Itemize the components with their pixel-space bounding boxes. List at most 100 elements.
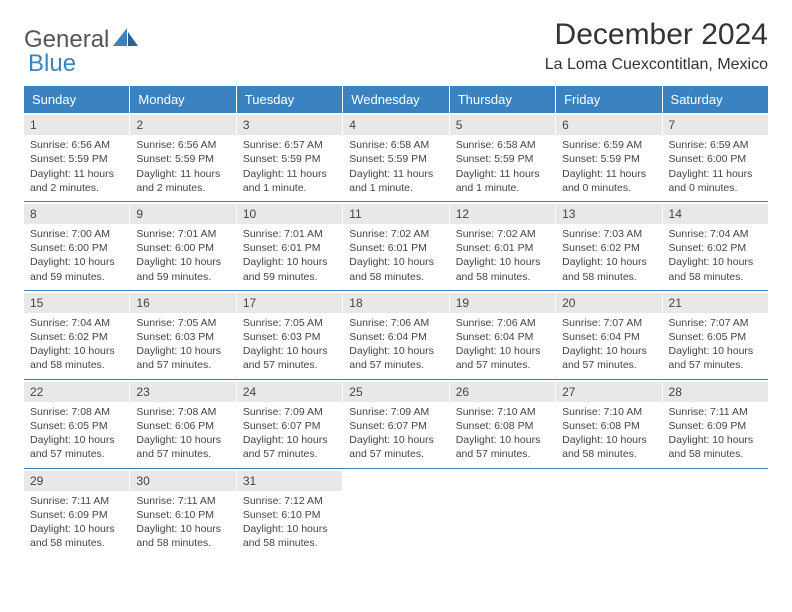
- daylight-text: Daylight: 11 hours: [349, 167, 442, 181]
- sunset-text: Sunset: 6:00 PM: [669, 152, 762, 166]
- daylight-text: Daylight: 10 hours: [243, 433, 336, 447]
- sunrise-text: Sunrise: 7:00 AM: [30, 227, 123, 241]
- day-number: 26: [456, 385, 469, 399]
- calendar-day-cell: 16Sunrise: 7:05 AMSunset: 6:03 PMDayligh…: [130, 291, 236, 379]
- day-number: 7: [669, 118, 676, 132]
- day-number-bar: 13: [556, 204, 661, 224]
- calendar-empty-cell: [663, 469, 768, 557]
- daylight-text: and 57 minutes.: [562, 358, 655, 372]
- daylight-text: and 59 minutes.: [30, 270, 123, 284]
- sunset-text: Sunset: 5:59 PM: [30, 152, 123, 166]
- sunrise-text: Sunrise: 7:03 AM: [562, 227, 655, 241]
- sunset-text: Sunset: 6:00 PM: [136, 241, 229, 255]
- weekday-header: Saturday: [663, 86, 768, 113]
- daylight-text: Daylight: 11 hours: [562, 167, 655, 181]
- day-number-bar: 17: [237, 293, 342, 313]
- day-number-bar: 14: [663, 204, 768, 224]
- page-header: General December 2024 La Loma Cuexcontit…: [24, 18, 768, 74]
- daylight-text: Daylight: 10 hours: [669, 433, 762, 447]
- daylight-text: Daylight: 10 hours: [136, 344, 229, 358]
- calendar-day-cell: 3Sunrise: 6:57 AMSunset: 5:59 PMDaylight…: [237, 113, 343, 201]
- day-number: 1: [30, 118, 37, 132]
- day-number-bar: 25: [343, 382, 448, 402]
- daylight-text: and 57 minutes.: [349, 447, 442, 461]
- day-number-bar: 23: [130, 382, 235, 402]
- day-number: 3: [243, 118, 250, 132]
- daylight-text: Daylight: 10 hours: [456, 344, 549, 358]
- sunrise-text: Sunrise: 7:04 AM: [30, 316, 123, 330]
- weekday-header: Wednesday: [343, 86, 449, 113]
- sunrise-text: Sunrise: 7:09 AM: [349, 405, 442, 419]
- day-number: 17: [243, 296, 256, 310]
- sunrise-text: Sunrise: 6:59 AM: [562, 138, 655, 152]
- day-number-bar: 19: [450, 293, 555, 313]
- calendar-page: General December 2024 La Loma Cuexcontit…: [0, 0, 792, 574]
- calendar-day-cell: 2Sunrise: 6:56 AMSunset: 5:59 PMDaylight…: [130, 113, 236, 201]
- sunset-text: Sunset: 5:59 PM: [456, 152, 549, 166]
- sunrise-text: Sunrise: 7:06 AM: [349, 316, 442, 330]
- daylight-text: Daylight: 10 hours: [562, 255, 655, 269]
- day-number-bar: 20: [556, 293, 661, 313]
- daylight-text: and 58 minutes.: [30, 536, 123, 550]
- calendar-empty-cell: [343, 469, 449, 557]
- day-number-bar: 22: [24, 382, 129, 402]
- sunset-text: Sunset: 6:02 PM: [562, 241, 655, 255]
- daylight-text: and 58 minutes.: [136, 536, 229, 550]
- day-number-bar: 21: [663, 293, 768, 313]
- daylight-text: and 1 minute.: [349, 181, 442, 195]
- daylight-text: Daylight: 10 hours: [30, 344, 123, 358]
- calendar-day-cell: 24Sunrise: 7:09 AMSunset: 6:07 PMDayligh…: [237, 380, 343, 468]
- calendar-week-row: 8 Sunrise: 7:00 AM Sunset: 6:00 PM Daylight…: [24, 202, 768, 291]
- day-number-bar: 7: [663, 115, 768, 135]
- sunrise-text: Sunrise: 7:11 AM: [30, 494, 123, 508]
- daylight-text: Daylight: 11 hours: [456, 167, 549, 181]
- sunrise-text: Sunrise: 6:58 AM: [349, 138, 442, 152]
- sunset-text: Sunset: 6:04 PM: [349, 330, 442, 344]
- weekday-header: Sunday: [24, 86, 130, 113]
- daylight-text: Daylight: 10 hours: [669, 344, 762, 358]
- day-number: 8: [30, 207, 37, 221]
- daylight-text: and 58 minutes.: [669, 447, 762, 461]
- calendar-day-cell: 25Sunrise: 7:09 AMSunset: 6:07 PMDayligh…: [343, 380, 449, 468]
- sunrise-text: Sunrise: 7:11 AM: [669, 405, 762, 419]
- calendar-grid: 1Sunrise: 6:56 AMSunset: 5:59 PMDaylight…: [24, 113, 768, 556]
- daylight-text: and 57 minutes.: [136, 447, 229, 461]
- sunset-text: Sunset: 6:01 PM: [243, 241, 336, 255]
- day-number-bar: 31: [237, 471, 342, 491]
- daylight-text: Daylight: 10 hours: [243, 255, 336, 269]
- sunrise-text: Sunrise: 6:59 AM: [669, 138, 762, 152]
- calendar-day-cell: 10Sunrise: 7:01 AMSunset: 6:01 PMDayligh…: [237, 202, 343, 290]
- daylight-text: Daylight: 10 hours: [349, 255, 442, 269]
- daylight-text: Daylight: 11 hours: [669, 167, 762, 181]
- sunrise-text: Sunrise: 7:05 AM: [136, 316, 229, 330]
- daylight-text: Daylight: 11 hours: [30, 167, 123, 181]
- sunrise-text: Sunrise: 6:56 AM: [30, 138, 123, 152]
- daylight-text: Daylight: 10 hours: [243, 344, 336, 358]
- day-number: 11: [349, 207, 361, 221]
- sunrise-text: Sunrise: 7:07 AM: [562, 316, 655, 330]
- daylight-text: Daylight: 11 hours: [136, 167, 229, 181]
- day-number: 4: [349, 118, 356, 132]
- sunset-text: Sunset: 6:10 PM: [243, 508, 336, 522]
- calendar-empty-cell: [450, 469, 556, 557]
- calendar-day-cell: 20Sunrise: 7:07 AMSunset: 6:04 PMDayligh…: [556, 291, 662, 379]
- day-number-bar: 11: [343, 204, 448, 224]
- sunset-text: Sunset: 6:09 PM: [30, 508, 123, 522]
- daylight-text: and 57 minutes.: [456, 358, 549, 372]
- sunset-text: Sunset: 6:08 PM: [456, 419, 549, 433]
- sunset-text: Sunset: 6:03 PM: [243, 330, 336, 344]
- daylight-text: and 1 minute.: [456, 181, 549, 195]
- brand-sail-icon: [113, 28, 139, 53]
- weekday-header: Friday: [556, 86, 662, 113]
- calendar-day-cell: 7 Sunrise: 6:59 AMSunset: 6:00 PMDaylight…: [663, 113, 768, 201]
- calendar-day-cell: 14Sunrise: 7:04 AMSunset: 6:02 PMDayligh…: [663, 202, 768, 290]
- sunrise-text: Sunrise: 7:05 AM: [243, 316, 336, 330]
- sunset-text: Sunset: 5:59 PM: [562, 152, 655, 166]
- sunrise-text: Sunrise: 7:12 AM: [243, 494, 336, 508]
- day-number: 22: [30, 385, 43, 399]
- daylight-text: Daylight: 10 hours: [456, 255, 549, 269]
- sunset-text: Sunset: 6:07 PM: [349, 419, 442, 433]
- daylight-text: and 58 minutes.: [562, 270, 655, 284]
- day-number: 20: [562, 296, 575, 310]
- sunrise-text: Sunrise: 6:58 AM: [456, 138, 549, 152]
